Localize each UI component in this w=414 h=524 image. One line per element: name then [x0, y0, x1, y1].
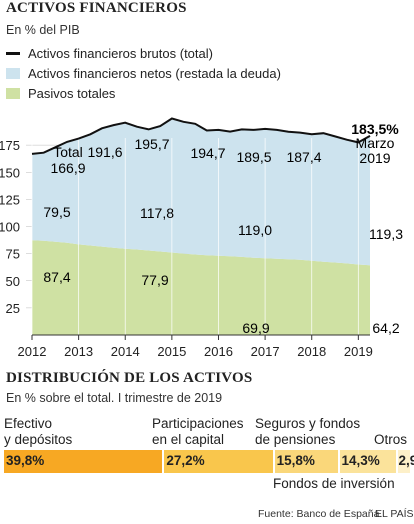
bar-value-participaciones: 27,2% — [166, 453, 205, 468]
legend-swatch-pasivos — [6, 88, 20, 99]
y-tick-label: 25 — [6, 301, 20, 316]
annot-total-label: Total — [53, 144, 83, 160]
x-tick-label: 2017 — [251, 344, 280, 359]
bar-segment-fondos: 14,3% — [339, 450, 397, 473]
legend-label-total: Activos financieros brutos (total) — [28, 46, 213, 61]
cat-label-efectivo-line1: Efectivo — [4, 416, 53, 431]
annot-2016-netos: 119,0 — [238, 222, 272, 238]
y-tick-label: 175 — [0, 138, 20, 153]
cat-label-fondos-text: Fondos de inversión — [273, 476, 395, 491]
cat-label-seguros-line2: de pensiones — [255, 432, 336, 447]
cat-label-particip-line2: en el capital — [152, 432, 225, 447]
bar-value-efectivo: 39,8% — [6, 453, 45, 468]
annot-2015-pasivos: 77,9 — [141, 272, 168, 288]
y-tick-label: 125 — [0, 192, 20, 207]
x-tick-label: 2012 — [18, 344, 47, 359]
cat-label-fondos: Fondos de inversión — [273, 476, 395, 492]
annot-2017-total: 187,4 — [286, 149, 321, 165]
bar-segment-efectivo: 39,8% — [4, 450, 163, 473]
cat-label-efectivo: Efectivo y depósitos — [4, 416, 72, 448]
annot-2016-pasivos: 69,9 — [242, 320, 269, 336]
x-tick-label: 2013 — [64, 344, 93, 359]
x-tick-label: 2015 — [157, 344, 186, 359]
distribution-title: DISTRIBUCIÓN DE LOS ACTIVOS — [6, 370, 253, 386]
area-netos — [32, 118, 370, 266]
legend-item-total: Activos financieros brutos (total) — [6, 46, 213, 61]
bar-segment-seguros: 15,8% — [274, 450, 338, 473]
cat-label-seguros-line1: Seguros y fondos — [255, 416, 361, 431]
annot-start-pasivos: 87,4 — [43, 269, 70, 285]
cat-label-otros-line1: Otros — [374, 432, 408, 447]
annot-start-total: 166,9 — [50, 160, 85, 176]
legend-line-swatch — [6, 52, 20, 55]
bar-segment-participaciones: 27,2% — [164, 450, 273, 473]
area-chart: 25 50 75 100 125 150 175 2012 2013 2014 2015 2016 2… — [0, 117, 403, 359]
bar-segment-otros: 2,9% — [398, 450, 414, 473]
annot-end-total: 183,5% — [351, 121, 399, 137]
publisher-credit: EL PAÍS — [375, 508, 414, 520]
distribution-bar: 39,8% 27,2% 15,8% 14,3% 2,9% — [4, 450, 414, 473]
annot-2015-total: 194,7 — [190, 145, 225, 161]
x-tick-label: 2014 — [111, 344, 140, 359]
annot-end-date-1: Marzo — [356, 135, 395, 151]
y-tick-label: 75 — [6, 247, 20, 262]
cat-label-efectivo-line2: y depósitos — [4, 432, 73, 447]
legend-item-pasivos: Pasivos totales — [6, 86, 115, 101]
annot-peak-2013: 191,6 — [87, 144, 122, 160]
x-tick-label: 2019 — [344, 344, 373, 359]
cat-label-seguros: Seguros y fondos de pensiones — [255, 416, 360, 448]
x-tick-label: 2018 — [297, 344, 326, 359]
bar-value-fondos: 14,3% — [341, 453, 380, 468]
source-note: Fuente: Banco de España. — [258, 508, 383, 520]
annot-end-netos: 119,3 — [369, 226, 403, 242]
area-pasivos — [32, 240, 370, 335]
distribution-subtitle: En % sobre el total. I trimestre de 2019 — [6, 391, 223, 405]
legend-item-netos: Activos financieros netos (restada la de… — [6, 66, 281, 81]
annot-2016-total: 189,5 — [236, 149, 271, 165]
annot-end-date-2: 2019 — [359, 150, 390, 166]
x-tick-label: 2016 — [204, 344, 233, 359]
annot-end-pasivos: 64,2 — [372, 320, 399, 336]
bar-value-seguros: 15,8% — [276, 453, 315, 468]
legend-label-pasivos: Pasivos totales — [28, 86, 116, 101]
cat-label-participaciones: Participaciones en el capital — [152, 416, 244, 448]
cat-label-otros: Otros — [374, 432, 407, 448]
legend-label-netos: Activos financieros netos (restada la de… — [28, 66, 281, 81]
annot-peak-2014: 195,7 — [134, 136, 169, 152]
chart-subtitle: En % del PIB — [6, 23, 80, 37]
annot-start-netos: 79,5 — [43, 204, 70, 220]
annot-2015-netos: 117,8 — [140, 205, 174, 221]
bar-value-otros: 2,9% — [398, 453, 414, 468]
cat-label-particip-line1: Participaciones — [152, 416, 244, 431]
chart-title: ACTIVOS FINANCIEROS — [6, 0, 187, 16]
y-tick-label: 50 — [6, 274, 20, 289]
line-total — [31, 117, 371, 155]
y-tick-label: 150 — [0, 165, 20, 180]
legend-swatch-netos — [6, 68, 20, 79]
y-tick-label: 100 — [0, 220, 20, 235]
